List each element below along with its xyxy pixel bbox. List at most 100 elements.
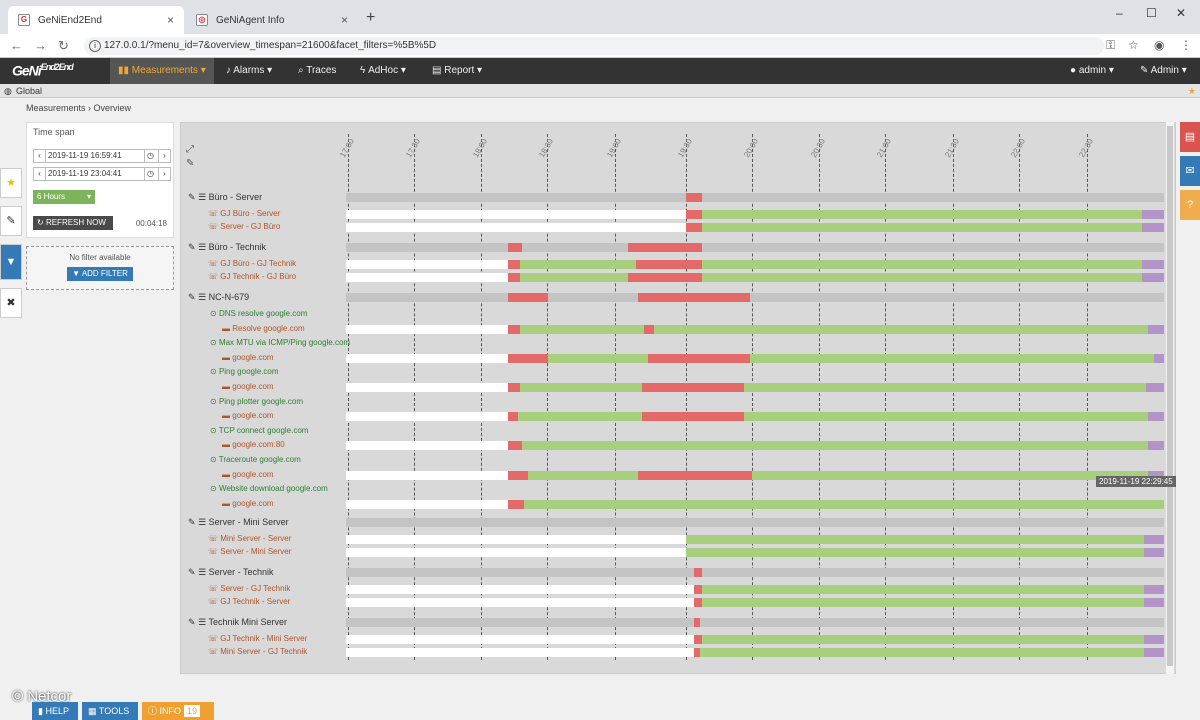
row-label[interactable]: ☏ GJ Technik - Mini Server — [208, 634, 307, 643]
ok-segment[interactable] — [528, 470, 638, 480]
help-question-icon[interactable]: ? — [1180, 190, 1200, 220]
unknown-segment[interactable] — [1144, 648, 1164, 657]
browser-menu-icon[interactable]: ⋮ — [1180, 38, 1192, 52]
ok-segment[interactable] — [522, 441, 1148, 451]
row-label[interactable]: ▬ Resolve google.com — [222, 324, 305, 333]
ok-segment[interactable] — [702, 260, 1142, 269]
row-label[interactable]: ▬ google.com — [222, 470, 274, 479]
row-label[interactable]: ▬ google.com — [222, 382, 274, 391]
group-label[interactable]: ✎ ☰ NC-N-679 — [188, 292, 249, 303]
row-label[interactable]: ⊙ DNS resolve google.com — [210, 309, 307, 318]
edit-icon[interactable]: ✎ — [188, 192, 196, 202]
bookmark-star-icon[interactable]: ☆ — [1128, 38, 1139, 52]
ok-segment[interactable] — [700, 648, 1144, 657]
row-name[interactable]: Ping google.com — [218, 367, 279, 377]
row-label[interactable]: ▬ google.com:80 — [222, 440, 285, 449]
status-strip[interactable] — [346, 441, 1164, 451]
row-label[interactable]: ⊙ Ping google.com — [210, 367, 279, 376]
group-label[interactable]: ✎ ☰ Server - Mini Server — [188, 517, 289, 528]
minimize-button[interactable]: – — [1116, 6, 1123, 20]
row-name[interactable]: google.com — [232, 469, 274, 479]
alarm-segment[interactable] — [628, 273, 702, 282]
row-name[interactable]: GJ Technik - Mini Server — [220, 634, 308, 643]
alarm-segment[interactable] — [508, 324, 520, 334]
status-strip[interactable] — [346, 585, 1164, 594]
row-label[interactable]: ☏ Mini Server - Server — [208, 534, 291, 543]
edit-icon[interactable]: ✎ — [188, 292, 196, 302]
group-label[interactable]: ✎ ☰ Büro - Technik — [188, 242, 266, 253]
row-label[interactable]: ▬ google.com — [222, 411, 274, 420]
status-strip[interactable] — [346, 353, 1164, 363]
to-datetime-field[interactable]: ‹ 2019-11-19 23:04:41 ◷ › — [33, 167, 171, 181]
alarm-segment[interactable] — [508, 470, 528, 480]
row-name[interactable]: google.com — [232, 498, 274, 508]
vertical-scrollbar[interactable] — [1166, 122, 1174, 674]
row-label[interactable]: ☏ Server - Mini Server — [208, 547, 291, 556]
row-name[interactable]: Website download google.com — [218, 484, 328, 494]
row-label[interactable]: ☏ GJ Büro - GJ Technik — [208, 259, 296, 268]
key-icon[interactable]: ⚿ — [1106, 38, 1116, 52]
user-menu[interactable]: ● admin ▾ — [1070, 65, 1114, 76]
row-label[interactable]: ⊙ TCP connect google.com — [210, 426, 308, 435]
back-arrow-icon[interactable]: ← — [10, 38, 23, 53]
status-strip[interactable] — [346, 223, 1164, 232]
tools-button[interactable]: ▦ TOOLS — [82, 702, 138, 720]
tab-geniagent-info[interactable]: ◎ GeNiAgent Info × — [186, 6, 358, 34]
row-name[interactable]: google.com:80 — [232, 440, 285, 450]
unknown-segment[interactable] — [1148, 412, 1164, 422]
row-name[interactable]: GJ Büro - GJ Technik — [220, 259, 297, 268]
to-value[interactable]: 2019-11-19 23:04:41 — [48, 169, 122, 178]
edit-icon[interactable]: ✎ — [188, 567, 196, 577]
close-window-button[interactable]: ✕ — [1176, 6, 1187, 20]
menu-measurements[interactable]: ▮▮ Measurements ▾ — [110, 58, 214, 84]
row-name[interactable]: google.com — [232, 382, 274, 391]
group-name[interactable]: NC-N-679 — [208, 292, 250, 302]
alarm-segment[interactable] — [648, 353, 750, 363]
alarm-segment[interactable] — [638, 470, 752, 480]
unknown-segment[interactable] — [1142, 273, 1164, 282]
alarm-segment[interactable] — [508, 243, 522, 252]
status-strip[interactable] — [346, 499, 1164, 509]
alarm-segment[interactable] — [644, 324, 654, 334]
add-filter-button[interactable]: ▼ ADD FILTER — [67, 267, 133, 281]
alarm-segment[interactable] — [636, 260, 702, 269]
status-strip[interactable] — [346, 470, 1164, 480]
ok-segment[interactable] — [520, 273, 628, 282]
row-name[interactable]: Mini Server - GJ Technik — [220, 647, 308, 656]
alarm-segment[interactable] — [694, 598, 702, 607]
ok-segment[interactable] — [752, 470, 1148, 480]
pdf-export-icon[interactable]: ▤ — [1180, 122, 1200, 152]
status-strip[interactable] — [346, 598, 1164, 607]
chevron-left-icon[interactable]: ‹ — [34, 168, 46, 180]
alarm-segment[interactable] — [694, 585, 702, 594]
edit-icon[interactable]: ✎ — [188, 617, 196, 627]
unknown-segment[interactable] — [1144, 535, 1164, 544]
row-name[interactable]: Ping plotter google.com — [218, 396, 303, 406]
alarm-segment[interactable] — [508, 383, 520, 392]
alarm-segment[interactable] — [508, 441, 522, 451]
ok-segment[interactable] — [548, 353, 648, 363]
expand-icon[interactable]: ⤢ — [186, 144, 194, 155]
edit-icon[interactable]: ✎ — [188, 242, 196, 252]
alarm-segment[interactable] — [628, 243, 702, 252]
close-tab-icon[interactable]: × — [340, 13, 348, 27]
email-icon[interactable]: ✉ — [1180, 156, 1200, 186]
status-strip[interactable] — [346, 635, 1164, 644]
help-button[interactable]: ▮ HELP — [32, 702, 78, 720]
row-label[interactable]: ⊙ Ping plotter google.com — [210, 397, 303, 406]
ok-segment[interactable] — [750, 353, 1154, 363]
ok-segment[interactable] — [702, 210, 1142, 219]
alarm-segment[interactable] — [642, 383, 744, 392]
status-strip[interactable] — [346, 548, 1164, 557]
row-label[interactable]: ☏ GJ Technik - Server — [208, 597, 290, 606]
unknown-segment[interactable] — [1142, 223, 1164, 232]
group-name[interactable]: Server - Mini Server — [208, 517, 289, 527]
favorite-star-icon[interactable]: ★ — [1187, 86, 1196, 96]
breadcrumb-measurements[interactable]: Measurements — [26, 103, 86, 113]
row-name[interactable]: GJ Technik - Server — [220, 597, 291, 606]
status-strip[interactable] — [346, 648, 1164, 657]
group-label[interactable]: ✎ ☰ Server - Technik — [188, 567, 274, 578]
alarm-segment[interactable] — [508, 412, 518, 422]
alarm-segment[interactable] — [508, 273, 520, 282]
row-name[interactable]: Mini Server - Server — [220, 534, 292, 543]
